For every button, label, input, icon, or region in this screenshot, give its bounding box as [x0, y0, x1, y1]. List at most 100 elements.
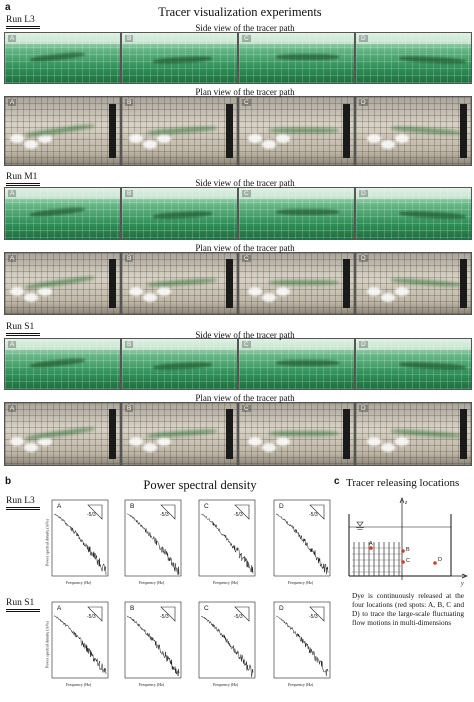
plan-view-photo-s1-b: B — [121, 402, 238, 466]
plan-view-photo-l3-b: B — [121, 96, 238, 166]
side-view-photo-m1-a: A — [4, 187, 121, 240]
psd-plot-label: C — [204, 503, 209, 510]
photo-label: A — [8, 99, 17, 106]
photo-label: C — [242, 255, 251, 262]
psd-spectrum-line — [275, 615, 329, 677]
plan-view-photo-s1-c: C — [238, 402, 355, 466]
photo-label: A — [8, 341, 17, 348]
run-label-l3-text: Run L3 — [6, 15, 35, 25]
photo-label: B — [125, 99, 134, 106]
psd-plot-s1-b — [124, 601, 182, 679]
side-view-photo-m1-d: D — [355, 187, 472, 240]
side-view-photo-m1-c: C — [238, 187, 355, 240]
psd-spectrum-line — [54, 513, 107, 576]
psd-plot-label: D — [279, 503, 284, 510]
plan-view-caption-m1: Plan view of the tracer path — [195, 243, 295, 253]
release-point-a — [369, 546, 373, 550]
panel-b-title: Power spectral density — [143, 478, 257, 492]
psd-spectrum-line — [53, 615, 107, 675]
photo-label: C — [242, 35, 251, 42]
psd-xlabel: Frequency (Hz) — [213, 682, 239, 687]
side-view-caption-m1: Side view of the tracer path — [195, 178, 295, 188]
plan-view-caption-l3: Plan view of the tracer path — [195, 87, 295, 97]
slope-label: -5/3 — [234, 614, 243, 620]
photo-label: C — [242, 99, 251, 106]
slope-label: -5/3 — [87, 512, 96, 518]
slope-label: -5/3 — [87, 614, 96, 620]
side-view-caption-l3: Side view of the tracer path — [195, 23, 295, 33]
slope-label: -5/3 — [309, 614, 318, 620]
psd-plot-label: A — [57, 605, 62, 612]
plan-view-photo-m1-a: A — [4, 252, 121, 315]
psd-plot-s1-a — [51, 601, 109, 679]
psd-xlabel: Frequency (Hz) — [139, 682, 165, 687]
vegetation-stems — [353, 542, 400, 576]
psd-run-label-s1-text: Run S1 — [6, 598, 35, 608]
photo-label: D — [359, 255, 368, 262]
release-label-c: C — [406, 558, 410, 564]
psd-ylabel: Power spectral density (m²/s) — [44, 519, 50, 566]
psd-run-label-l3: Run L3 — [6, 496, 40, 510]
release-label-d: D — [438, 557, 442, 563]
side-view-photo-l3-c: C — [238, 32, 355, 84]
psd-plot-s1-c — [198, 601, 256, 679]
psd-plot-label: D — [279, 605, 284, 612]
panel-c-title: Tracer releasing locations — [346, 477, 460, 489]
plan-view-photo-s1-d: D — [355, 402, 472, 466]
photo-label: D — [359, 35, 368, 42]
psd-xlabel: Frequency (Hz) — [288, 580, 314, 585]
photo-label: B — [125, 405, 134, 412]
side-view-photo-l3-d: D — [355, 32, 472, 84]
photo-label: A — [8, 405, 17, 412]
plan-view-photo-l3-c: C — [238, 96, 355, 166]
release-locations-diagram: A B C D z y — [348, 497, 468, 587]
psd-plot-label: B — [130, 503, 135, 510]
photo-label: D — [359, 99, 368, 106]
run-label-s1-text: Run S1 — [6, 322, 35, 332]
side-view-photo-s1-a: A — [4, 338, 121, 390]
run-label-m1: Run M1 — [6, 172, 40, 186]
release-label-b: B — [406, 547, 410, 553]
run-label-l3: Run L3 — [6, 15, 40, 29]
photo-label: B — [125, 35, 134, 42]
plan-view-caption-s1: Plan view of the tracer path — [195, 393, 295, 403]
side-view-photo-m1-b: B — [121, 187, 238, 240]
photo-label: A — [8, 35, 17, 42]
plan-view-photo-m1-c: C — [238, 252, 355, 315]
psd-plot-s1-d — [273, 601, 331, 679]
photo-label: B — [125, 341, 134, 348]
psd-spectrum-line — [126, 513, 180, 576]
run-label-m1-text: Run M1 — [6, 172, 38, 182]
photo-label: A — [8, 190, 17, 197]
side-view-caption-s1: Side view of the tracer path — [195, 330, 295, 340]
psd-plot-label: C — [204, 605, 209, 612]
psd-run-label-s1: Run S1 — [6, 598, 40, 612]
run-label-s1: Run S1 — [6, 322, 40, 336]
psd-xlabel: Frequency (Hz) — [66, 682, 92, 687]
psd-plot-l3-c — [198, 499, 256, 577]
side-view-photo-l3-b: B — [121, 32, 238, 84]
side-view-photo-s1-d: D — [355, 338, 472, 390]
plan-view-photo-l3-a: A — [4, 96, 121, 166]
plan-view-photo-m1-b: B — [121, 252, 238, 315]
slope-label: -5/3 — [160, 614, 169, 620]
psd-plot-l3-a — [51, 499, 109, 577]
release-point-b — [401, 549, 405, 553]
psd-plot-l3-b — [124, 499, 182, 577]
psd-plot-label: B — [130, 605, 135, 612]
panel-c-letter: c — [334, 476, 340, 487]
panel-a-title: Tracer visualization experiments — [158, 5, 322, 19]
psd-plot-label: A — [57, 503, 62, 510]
psd-spectrum-line — [200, 615, 254, 678]
panel-b-letter: b — [5, 476, 12, 487]
psd-spectrum-line — [276, 513, 329, 575]
psd-xlabel: Frequency (Hz) — [288, 682, 314, 687]
psd-spectrum-line — [200, 513, 254, 574]
panel-c-caption: Dye is continuously released at the four… — [352, 591, 464, 627]
psd-xlabel: Frequency (Hz) — [139, 580, 165, 585]
plan-view-photo-l3-d: D — [355, 96, 472, 166]
photo-label: C — [242, 190, 251, 197]
plan-view-photo-m1-d: D — [355, 252, 472, 315]
photo-label: B — [125, 255, 134, 262]
photo-label: D — [359, 405, 368, 412]
